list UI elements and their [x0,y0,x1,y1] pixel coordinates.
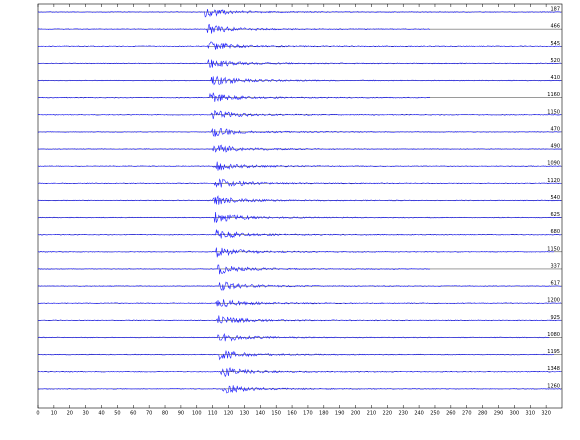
trace [37,23,431,34]
x-tick-label: 180 [319,411,329,417]
x-tick-label: 200 [351,411,361,417]
trace-label: 1080 [547,332,560,338]
trace [37,195,562,205]
x-tick-label: 120 [224,411,234,417]
trace [37,350,555,361]
x-tick-label: 50 [114,411,120,417]
x-tick-label: 40 [98,411,104,417]
trace-label: 1090 [547,161,560,167]
trace-label: 466 [550,24,560,30]
x-tick-label: 320 [541,411,551,417]
x-tick-label: 80 [162,411,168,417]
x-tick-label: 20 [67,411,73,417]
x-tick-label: 290 [494,411,504,417]
trace-label: 925 [550,315,560,321]
trace-label: 625 [550,212,560,218]
x-tick-label: 300 [510,411,520,417]
trace-label: 1260 [547,383,560,389]
x-tick-label: 310 [525,411,535,417]
trace [37,144,562,153]
trace-label: 617 [550,281,560,287]
x-tick-label: 150 [271,411,281,417]
x-tick-label: 240 [414,411,424,417]
x-tick-label: 260 [446,411,456,417]
x-tick-label: 220 [383,411,393,417]
trace [37,333,550,342]
trace [37,161,562,171]
trace-label: 1348 [547,366,560,372]
x-tick-label: 160 [287,411,297,417]
trace [37,281,562,291]
x-tick-label: 100 [192,411,202,417]
x-tick-label: 230 [398,411,408,417]
trace-label: 337 [550,263,560,269]
trace-label: 1200 [547,298,560,304]
x-tick-label: 280 [478,411,488,417]
trace [37,385,562,394]
trace [37,41,562,50]
trace-label: 1120 [547,178,560,184]
x-tick-label: 250 [430,411,440,417]
trace [37,229,562,239]
trace [37,315,562,324]
trace-label: 1160 [547,92,560,98]
trace [37,9,562,18]
trace-label: 1150 [547,246,560,252]
trace-label: 520 [550,58,560,64]
trace [37,366,562,378]
x-tick-label: 190 [335,411,345,417]
x-tick-label: 0 [36,411,39,417]
trace-label: 1150 [547,109,560,115]
trace-label: 410 [550,75,560,81]
trace [37,109,562,120]
trace [37,247,555,258]
x-tick-label: 210 [367,411,377,417]
x-tick-label: 90 [178,411,184,417]
trace-label: 187 [550,7,560,13]
x-tick-label: 130 [240,411,250,417]
trace [37,212,562,223]
trace-label: 1195 [547,349,560,355]
trace-label: 540 [550,195,560,201]
trace [37,92,431,102]
trace-label: 545 [550,41,560,47]
x-tick-label: 110 [208,411,218,417]
trace-label: 680 [550,229,560,235]
trace-label: 470 [550,126,560,132]
trace [37,264,431,275]
x-tick-label: 270 [462,411,472,417]
trace [37,178,562,188]
x-tick-label: 60 [130,411,136,417]
trace [37,75,562,86]
x-tick-label: 170 [303,411,313,417]
plot-frame [37,3,563,409]
trace [37,59,562,68]
x-tick-label: 70 [146,411,152,417]
x-tick-label: 140 [256,411,266,417]
trace-label: 490 [550,144,560,150]
x-tick-label: 10 [51,411,57,417]
x-tick-label: 30 [82,411,88,417]
trace [37,127,562,137]
trace [37,299,562,308]
